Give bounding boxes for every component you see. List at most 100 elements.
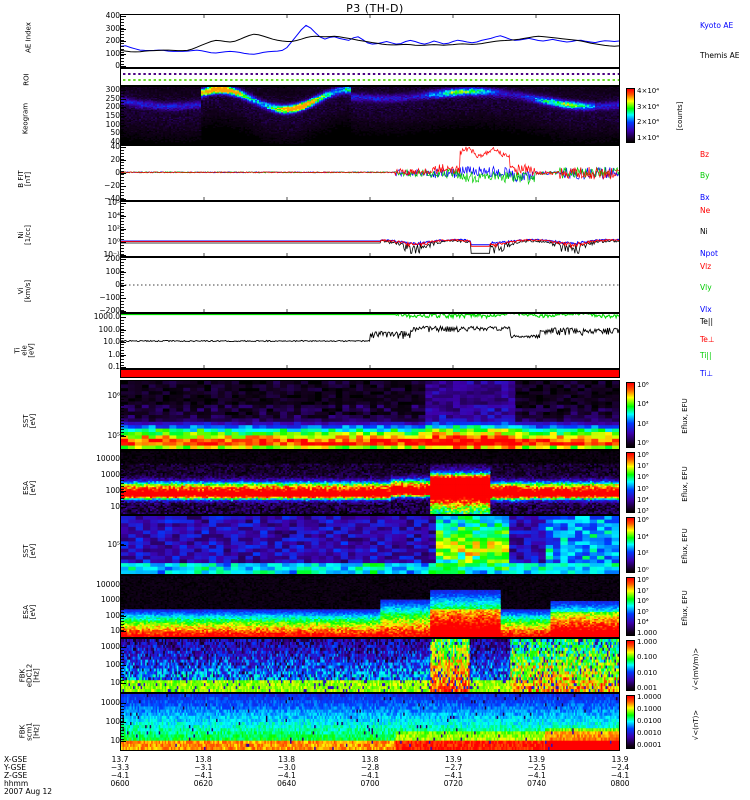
fbk-scm1-colorbar <box>626 695 635 749</box>
legend-npot: Npot <box>700 250 718 258</box>
y-tick-label: −100 <box>74 294 120 302</box>
legend-kyoto-ae: Kyoto AE <box>700 22 733 30</box>
panel-esa-electron-ylabel: ESA [eV] <box>22 468 37 508</box>
y-minor-tick <box>121 301 124 302</box>
panel-fbk-scm1-ylabel: FBK scm1 [Hz] <box>19 708 41 756</box>
y-minor-tick <box>121 40 124 41</box>
y-minor-tick <box>121 49 124 50</box>
y-minor-tick <box>121 326 124 327</box>
y-tick-mark <box>121 199 126 200</box>
y-minor-tick <box>121 344 124 345</box>
y-minor-tick <box>121 317 124 318</box>
y-minor-tick <box>121 650 124 651</box>
y-minor-tick <box>121 52 124 53</box>
y-minor-tick <box>121 362 124 363</box>
panel-vi <box>120 257 620 313</box>
colorbar-tick-label: 1.000 <box>637 630 657 637</box>
y-tick-label: 150 <box>74 112 120 120</box>
y-tick-mark <box>121 28 126 30</box>
y-tick-label: 10000 <box>74 455 120 463</box>
y-minor-tick <box>121 739 124 740</box>
y-minor-tick <box>121 129 124 130</box>
time-axis-tick-value: 13.9 <box>523 756 551 764</box>
y-tick-mark <box>121 142 126 143</box>
y-minor-tick <box>121 123 124 124</box>
y-minor-tick <box>121 338 124 339</box>
time-axis-tick-value: 13.9 <box>606 756 634 764</box>
sst-ion-colorbar-unit: Eflux, EFU <box>681 511 689 581</box>
legend-te-perp: Te⊥ <box>700 336 714 344</box>
y-minor-tick <box>121 206 124 207</box>
y-tick-label: 10² <box>74 225 120 233</box>
y-minor-tick <box>121 329 124 330</box>
y-tick-label: 50 <box>74 129 120 137</box>
y-minor-tick <box>121 736 124 737</box>
colorbar-tick-label: 0.001 <box>637 685 657 692</box>
y-minor-tick <box>121 111 124 112</box>
y-tick-mark <box>121 272 126 273</box>
y-minor-tick <box>121 105 124 106</box>
y-minor-tick <box>121 221 124 222</box>
y-minor-tick <box>121 396 124 397</box>
y-tick-mark <box>121 173 126 174</box>
y-minor-tick <box>121 585 124 586</box>
legend-bz: Bz <box>700 151 709 159</box>
y-minor-tick <box>121 227 124 228</box>
y-minor-tick <box>121 64 124 65</box>
y-tick-label: 400 <box>74 12 120 20</box>
y-minor-tick <box>121 489 124 490</box>
y-minor-tick <box>121 153 124 154</box>
y-minor-tick <box>121 724 124 725</box>
y-minor-tick <box>121 730 124 731</box>
colorbar-tick-label: 0.100 <box>637 654 657 661</box>
colorbar-tick-label: 10⁵ <box>637 608 649 616</box>
y-minor-tick <box>121 307 124 308</box>
time-axis-tick-value: −4.1 <box>606 772 634 780</box>
y-minor-tick <box>121 504 124 505</box>
panel-bfit-ylabel: B FIT [nT] <box>17 157 32 201</box>
page-title: P3 (TH-D) <box>0 2 750 15</box>
time-axis-tick-value: 13.8 <box>189 756 217 764</box>
panel-sst-ion <box>120 515 620 575</box>
y-minor-tick <box>121 212 124 213</box>
y-tick-label: 10.0 <box>74 338 120 346</box>
y-tick-label: 10⁵ <box>74 432 120 440</box>
panel-sst-electron <box>120 380 620 450</box>
y-tick-label: 40 <box>74 138 120 146</box>
panel-vi-ylabel: Vi [km/s] <box>17 265 32 317</box>
y-minor-tick <box>121 332 124 333</box>
y-tick-mark <box>121 436 126 437</box>
colorbar-tick-label: 10⁶ <box>637 474 649 481</box>
y-minor-tick <box>121 215 124 216</box>
y-minor-tick <box>121 591 124 592</box>
y-tick-label: −200 <box>74 307 120 315</box>
time-axis-tick-value: −3.1 <box>189 764 217 772</box>
y-minor-tick <box>121 135 124 136</box>
y-minor-tick <box>121 411 124 412</box>
panel-bfit <box>120 145 620 201</box>
y-tick-label: 1000 <box>74 596 120 604</box>
y-minor-tick <box>121 600 124 601</box>
y-tick-label: 200 <box>74 103 120 111</box>
y-tick-label: 100 <box>74 612 120 620</box>
time-axis-row-label: X-GSE <box>4 756 27 764</box>
panel-ni <box>120 201 620 257</box>
panel-esa-ion-ylabel: ESA [eV] <box>22 592 37 632</box>
y-tick-label: 100 <box>74 121 120 129</box>
y-minor-tick <box>121 662 124 663</box>
y-minor-tick <box>121 462 124 463</box>
y-tick-mark <box>121 615 126 617</box>
y-minor-tick <box>121 102 124 103</box>
y-minor-tick <box>121 93 124 94</box>
y-minor-tick <box>121 224 124 225</box>
y-tick-label: 100 <box>74 661 120 669</box>
y-minor-tick <box>121 498 124 499</box>
y-tick-label: −20 <box>74 182 120 190</box>
y-tick-label: 10 <box>74 627 120 635</box>
y-tick-label: 200 <box>74 37 120 45</box>
y-minor-tick <box>121 715 124 716</box>
time-axis-tick-value: 13.8 <box>356 756 384 764</box>
y-minor-tick <box>121 37 124 38</box>
time-axis-tick-value: −3.0 <box>273 764 301 772</box>
y-minor-tick <box>121 19 124 20</box>
